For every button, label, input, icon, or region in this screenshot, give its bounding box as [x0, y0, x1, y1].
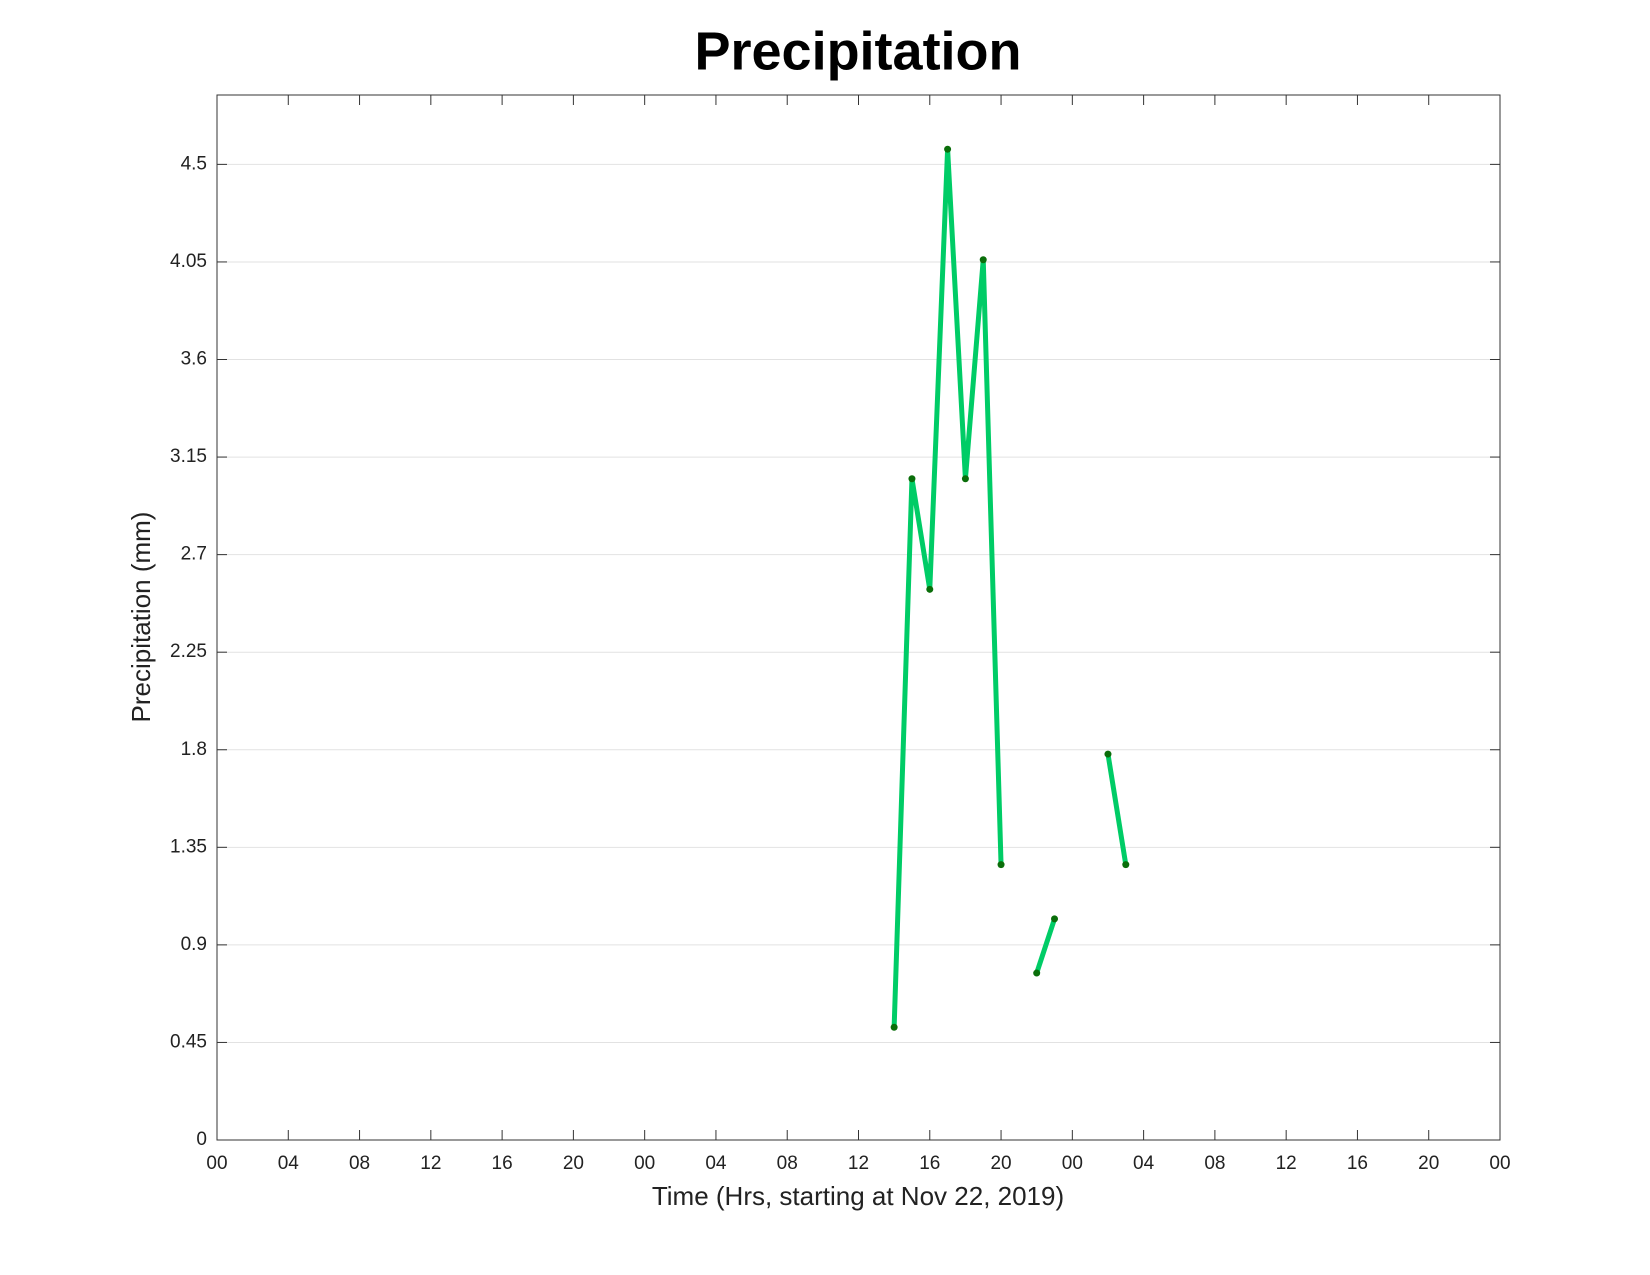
line-segment	[1105, 753, 1129, 866]
y-tick-label: 2.7	[181, 544, 207, 565]
point	[997, 861, 1005, 869]
y-tick-label: 3.15	[170, 446, 207, 467]
x-tick-label: 12	[420, 1153, 441, 1174]
x-tick-label: 04	[278, 1153, 300, 1174]
x-tick-label: 16	[1347, 1153, 1368, 1174]
point	[1104, 750, 1112, 758]
x-tick-label: 00	[1489, 1153, 1510, 1174]
y-tick-label: 3.6	[181, 349, 207, 370]
y-tick-label: 4.05	[170, 251, 207, 272]
x-axis-label: Time (Hrs, starting at Nov 22, 2019)	[652, 1181, 1064, 1211]
chart-title: Precipitation	[694, 21, 1021, 81]
point	[926, 585, 934, 593]
y-tick-label: 0.9	[181, 934, 207, 955]
point	[961, 475, 969, 483]
x-tick-label: 20	[563, 1153, 584, 1174]
point	[908, 475, 916, 483]
point	[890, 1023, 898, 1031]
y-tick-label: 4.5	[181, 153, 207, 174]
y-tick-label: 0	[196, 1129, 207, 1150]
x-tick-label: 04	[1133, 1153, 1155, 1174]
x-tick-label: 20	[990, 1153, 1011, 1174]
x-tick-label: 04	[705, 1153, 727, 1174]
x-tick-label: 00	[1062, 1153, 1083, 1174]
x-tick-label: 12	[1276, 1153, 1297, 1174]
x-tick-label: 00	[206, 1153, 227, 1174]
x-tick-label: 20	[1418, 1153, 1439, 1174]
point	[944, 145, 952, 153]
x-tick-label: 00	[634, 1153, 655, 1174]
point	[1051, 915, 1059, 923]
point	[1122, 861, 1130, 869]
plot-frame	[216, 94, 1501, 1141]
point	[979, 256, 987, 264]
x-tick-label: 08	[1204, 1153, 1225, 1174]
y-tick-label: 2.25	[170, 641, 207, 662]
y-tick-label: 1.8	[181, 739, 207, 760]
y-tick-label: 1.35	[170, 836, 207, 857]
x-tick-label: 08	[349, 1153, 370, 1174]
x-tick-label: 08	[777, 1153, 798, 1174]
x-tick-label: 16	[919, 1153, 940, 1174]
y-tick-label: 0.45	[170, 1031, 207, 1052]
line-segment	[1034, 918, 1057, 974]
point	[1033, 969, 1041, 977]
x-tick-label: 12	[848, 1153, 869, 1174]
y-axis-label: Precipitation (mm)	[126, 512, 156, 723]
x-tick-label: 16	[492, 1153, 513, 1174]
